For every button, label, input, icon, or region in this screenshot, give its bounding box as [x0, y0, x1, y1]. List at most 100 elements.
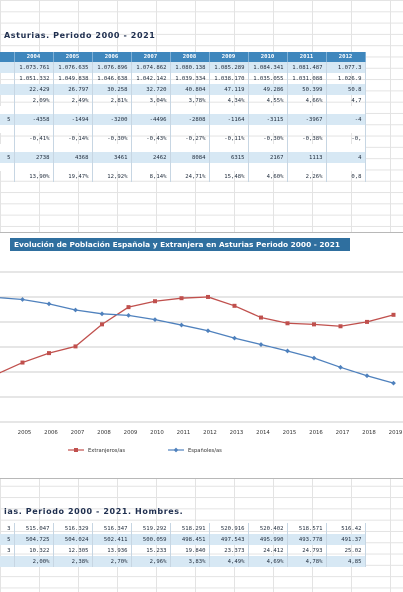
men-cell[interactable]: 3,83% [170, 556, 210, 567]
top-cell[interactable] [0, 95, 15, 106]
top-cell[interactable]: 3461 [92, 152, 132, 163]
men-cell[interactable]: 497.543 [209, 534, 249, 545]
top-cell[interactable]: 6315 [209, 152, 249, 163]
top-cell[interactable]: 12,92% [92, 171, 132, 182]
top-cell[interactable] [131, 163, 171, 171]
top-cell[interactable] [326, 106, 366, 114]
top-cell[interactable]: -0,38% [287, 133, 327, 144]
top-cell[interactable] [0, 73, 15, 84]
men-cell[interactable]: 519.292 [131, 523, 171, 534]
top-cell[interactable] [131, 125, 171, 133]
top-cell[interactable]: -0,27% [170, 133, 210, 144]
top-cell[interactable] [131, 106, 171, 114]
men-cell[interactable]: 19.840 [170, 545, 210, 556]
top-cell[interactable] [92, 106, 132, 114]
top-cell[interactable] [326, 125, 366, 133]
top-header-cell[interactable]: 2011 [287, 52, 327, 62]
men-cell[interactable]: 2,00% [14, 556, 54, 567]
top-cell[interactable]: 2462 [131, 152, 171, 163]
top-header-cell[interactable]: 2012 [326, 52, 366, 62]
top-cell[interactable] [248, 144, 288, 152]
top-cell[interactable] [0, 171, 15, 182]
men-cell[interactable]: 25.02 [326, 545, 366, 556]
men-cell[interactable]: 516.347 [92, 523, 132, 534]
top-cell[interactable]: 1.042.142 [131, 73, 171, 84]
top-cell[interactable]: 24,71% [170, 171, 210, 182]
top-cell[interactable]: 50.399 [287, 84, 327, 95]
top-cell[interactable] [14, 163, 54, 171]
top-cell[interactable]: 49.286 [248, 84, 288, 95]
top-cell[interactable]: 2,81% [92, 95, 132, 106]
top-cell[interactable]: 47.119 [209, 84, 249, 95]
top-cell[interactable]: 1.085.289 [209, 62, 249, 73]
top-cell[interactable]: 1.076.896 [92, 62, 132, 73]
top-cell[interactable] [0, 84, 15, 95]
top-cell[interactable]: 8084 [170, 152, 210, 163]
top-cell[interactable]: 1.073.761 [14, 62, 54, 73]
top-cell[interactable]: 1.031.088 [287, 73, 327, 84]
men-cell[interactable]: 4,85 [326, 556, 366, 567]
top-header-cell[interactable]: 2007 [131, 52, 171, 62]
top-cell[interactable] [170, 125, 210, 133]
men-cell[interactable]: 515.047 [14, 523, 54, 534]
top-cell[interactable]: 1.084.341 [248, 62, 288, 73]
top-cell[interactable]: 1.077.3 [326, 62, 366, 73]
top-cell[interactable] [248, 125, 288, 133]
men-cell[interactable]: 516.42 [326, 523, 366, 534]
top-header-cell[interactable]: 2006 [92, 52, 132, 62]
top-cell[interactable]: 0,8 [326, 171, 366, 182]
top-cell[interactable]: -0,30% [92, 133, 132, 144]
top-cell[interactable]: -0,43% [131, 133, 171, 144]
top-cell[interactable] [14, 125, 54, 133]
top-cell[interactable] [326, 163, 366, 171]
top-cell[interactable]: 8,14% [131, 171, 171, 182]
men-cell[interactable]: 520.916 [209, 523, 249, 534]
top-cell[interactable] [53, 144, 93, 152]
top-cell[interactable] [287, 106, 327, 114]
top-cell[interactable] [287, 125, 327, 133]
top-cell[interactable] [0, 163, 15, 171]
top-cell[interactable] [287, 144, 327, 152]
top-cell[interactable] [326, 144, 366, 152]
men-cell[interactable]: 23.373 [209, 545, 249, 556]
men-cell[interactable]: 4,69% [248, 556, 288, 567]
men-cell[interactable]: 24.412 [248, 545, 288, 556]
top-cell[interactable]: 4 [326, 152, 366, 163]
men-cell[interactable]: 2,38% [53, 556, 93, 567]
top-cell[interactable]: 15,48% [209, 171, 249, 182]
top-cell[interactable]: 4,7 [326, 95, 366, 106]
top-cell[interactable]: -4 [326, 114, 366, 125]
top-cell[interactable]: -3200 [92, 114, 132, 125]
top-cell[interactable]: -0,14% [53, 133, 93, 144]
top-cell[interactable]: 1.026.9 [326, 73, 366, 84]
top-cell[interactable]: -0, [326, 133, 366, 144]
top-cell[interactable] [0, 106, 15, 114]
top-cell[interactable]: 2,26% [287, 171, 327, 182]
top-cell[interactable]: 1.039.334 [170, 73, 210, 84]
top-cell[interactable]: 13,90% [14, 171, 54, 182]
top-cell[interactable]: -1494 [53, 114, 93, 125]
top-cell[interactable] [170, 163, 210, 171]
top-cell[interactable]: 26.797 [53, 84, 93, 95]
men-cell[interactable] [0, 556, 15, 567]
top-cell[interactable]: -3115 [248, 114, 288, 125]
top-cell[interactable] [53, 163, 93, 171]
top-cell[interactable]: 1.046.638 [92, 73, 132, 84]
top-cell[interactable]: 4,60% [248, 171, 288, 182]
men-cell[interactable]: 491.37 [326, 534, 366, 545]
men-cell[interactable]: 3 [0, 523, 15, 534]
men-cell[interactable]: 518.291 [170, 523, 210, 534]
men-cell[interactable]: 4,49% [209, 556, 249, 567]
men-cell[interactable]: 15.233 [131, 545, 171, 556]
men-cell[interactable]: 502.411 [92, 534, 132, 545]
men-cell[interactable]: 10.322 [14, 545, 54, 556]
top-cell[interactable]: 2167 [248, 152, 288, 163]
top-cell[interactable]: 4,34% [209, 95, 249, 106]
men-cell[interactable]: 12.305 [53, 545, 93, 556]
top-header-cell[interactable] [0, 52, 15, 62]
men-cell[interactable]: 4,78% [287, 556, 327, 567]
top-cell[interactable]: 1.038.170 [209, 73, 249, 84]
top-cell[interactable]: 2,09% [14, 95, 54, 106]
top-cell[interactable]: 4368 [53, 152, 93, 163]
top-cell[interactable]: -0,30% [248, 133, 288, 144]
